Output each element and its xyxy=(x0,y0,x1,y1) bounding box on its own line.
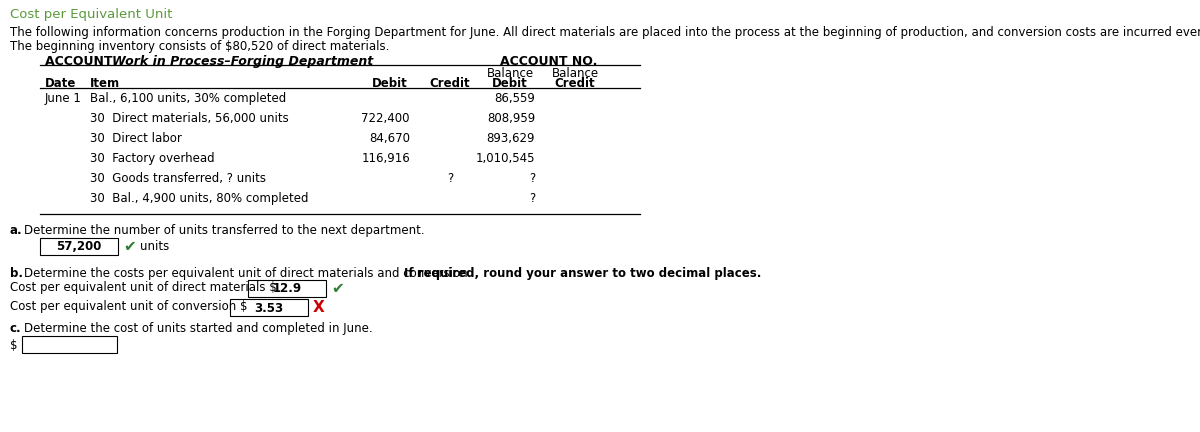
FancyBboxPatch shape xyxy=(40,238,118,255)
Text: If required, round your answer to two decimal places.: If required, round your answer to two de… xyxy=(404,267,761,280)
Text: 30  Direct materials, 56,000 units: 30 Direct materials, 56,000 units xyxy=(90,112,289,125)
Text: 1,010,545: 1,010,545 xyxy=(475,152,535,165)
Text: Work in Process–Forging Department: Work in Process–Forging Department xyxy=(112,55,373,68)
Text: ACCOUNT NO.: ACCOUNT NO. xyxy=(500,55,598,68)
Text: ?: ? xyxy=(529,192,535,205)
Text: 30  Bal., 4,900 units, 80% completed: 30 Bal., 4,900 units, 80% completed xyxy=(90,192,308,205)
FancyBboxPatch shape xyxy=(230,299,308,316)
Text: Balance: Balance xyxy=(552,67,599,80)
Text: Cost per equivalent unit of conversion $: Cost per equivalent unit of conversion $ xyxy=(10,300,247,313)
Text: b.: b. xyxy=(10,267,23,280)
Text: ?: ? xyxy=(529,172,535,185)
Text: Cost per Equivalent Unit: Cost per Equivalent Unit xyxy=(10,8,173,21)
Text: 722,400: 722,400 xyxy=(361,112,410,125)
Text: Debit: Debit xyxy=(492,77,528,90)
Text: 893,629: 893,629 xyxy=(486,132,535,145)
Text: ✔: ✔ xyxy=(331,282,343,296)
Text: 30  Direct labor: 30 Direct labor xyxy=(90,132,182,145)
Text: 12.9: 12.9 xyxy=(272,283,301,295)
Text: 30  Factory overhead: 30 Factory overhead xyxy=(90,152,215,165)
Text: 116,916: 116,916 xyxy=(361,152,410,165)
FancyBboxPatch shape xyxy=(22,336,118,353)
Text: a.: a. xyxy=(10,224,23,237)
Text: 84,670: 84,670 xyxy=(370,132,410,145)
Text: ✔: ✔ xyxy=(124,239,136,254)
Text: Date: Date xyxy=(46,77,77,90)
Text: Credit: Credit xyxy=(430,77,470,90)
Text: $: $ xyxy=(10,339,18,352)
FancyBboxPatch shape xyxy=(248,280,326,297)
Text: c.: c. xyxy=(10,322,22,335)
Text: ACCOUNT: ACCOUNT xyxy=(46,55,116,68)
Text: Balance: Balance xyxy=(486,67,534,80)
Text: The following information concerns production in the Forging Department for June: The following information concerns produ… xyxy=(10,26,1200,39)
Text: 86,559: 86,559 xyxy=(494,92,535,105)
Text: The beginning inventory consists of $80,520 of direct materials.: The beginning inventory consists of $80,… xyxy=(10,40,389,53)
Text: Item: Item xyxy=(90,77,120,90)
Text: Cost per equivalent unit of direct materials $: Cost per equivalent unit of direct mater… xyxy=(10,281,277,294)
Text: 30  Goods transferred, ? units: 30 Goods transferred, ? units xyxy=(90,172,266,185)
Text: Bal., 6,100 units, 30% completed: Bal., 6,100 units, 30% completed xyxy=(90,92,287,105)
Text: June 1: June 1 xyxy=(46,92,82,105)
Text: X: X xyxy=(313,301,325,315)
Text: Determine the costs per equivalent unit of direct materials and conversion.: Determine the costs per equivalent unit … xyxy=(24,267,475,280)
Text: 3.53: 3.53 xyxy=(254,302,283,314)
Text: 57,200: 57,200 xyxy=(56,241,102,254)
Text: Determine the number of units transferred to the next department.: Determine the number of units transferre… xyxy=(24,224,425,237)
Text: Determine the cost of units started and completed in June.: Determine the cost of units started and … xyxy=(24,322,373,335)
Text: units: units xyxy=(140,241,169,254)
Text: 808,959: 808,959 xyxy=(487,112,535,125)
Text: Debit: Debit xyxy=(372,77,408,90)
Text: Credit: Credit xyxy=(554,77,595,90)
Text: ?: ? xyxy=(446,172,454,185)
